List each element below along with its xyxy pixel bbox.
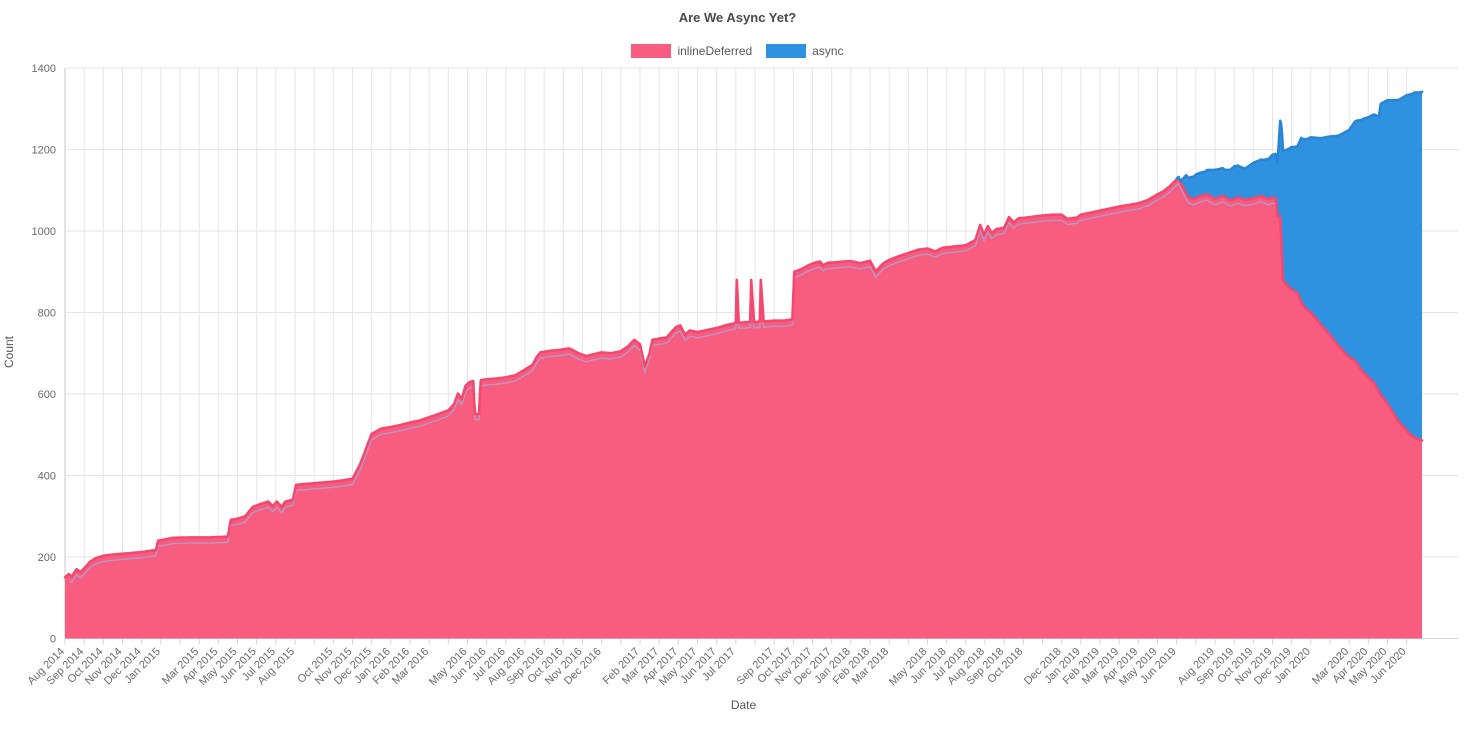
line-inlineDeferred [63,176,1424,579]
legend-label-async: async [812,44,844,58]
y-tick-label: 1000 [32,226,56,238]
legend-item-async[interactable]: async [766,44,844,58]
legend-item-inlineDeferred[interactable]: inlineDeferred [631,44,752,58]
y-tick-label: 400 [38,471,56,483]
y-tick-labels: 0 200 400 600 800 1000 1200 1400 [32,63,56,646]
y-tick-label: 800 [38,308,56,320]
legend-swatch-inlineDeferred [631,44,672,58]
legend-label-inlineDeferred: inlineDeferred [677,44,753,58]
inner-artifact-line [69,182,1277,584]
chart-title: Are We Async Yet? [678,10,797,25]
y-tick-label: 1400 [32,63,56,75]
area-inlineDeferred [65,178,1422,639]
x-axis-title: Date [730,698,757,712]
legend-swatch-async [766,44,807,58]
y-tick-label: 1200 [32,145,56,157]
y-tick-label: 200 [38,552,56,564]
y-tick-label: 600 [38,389,56,401]
chart-legend: inlineDeferred async [0,44,1475,58]
line-async [1175,90,1424,183]
y-tick-label: 0 [50,634,56,646]
area-async [1176,92,1422,441]
